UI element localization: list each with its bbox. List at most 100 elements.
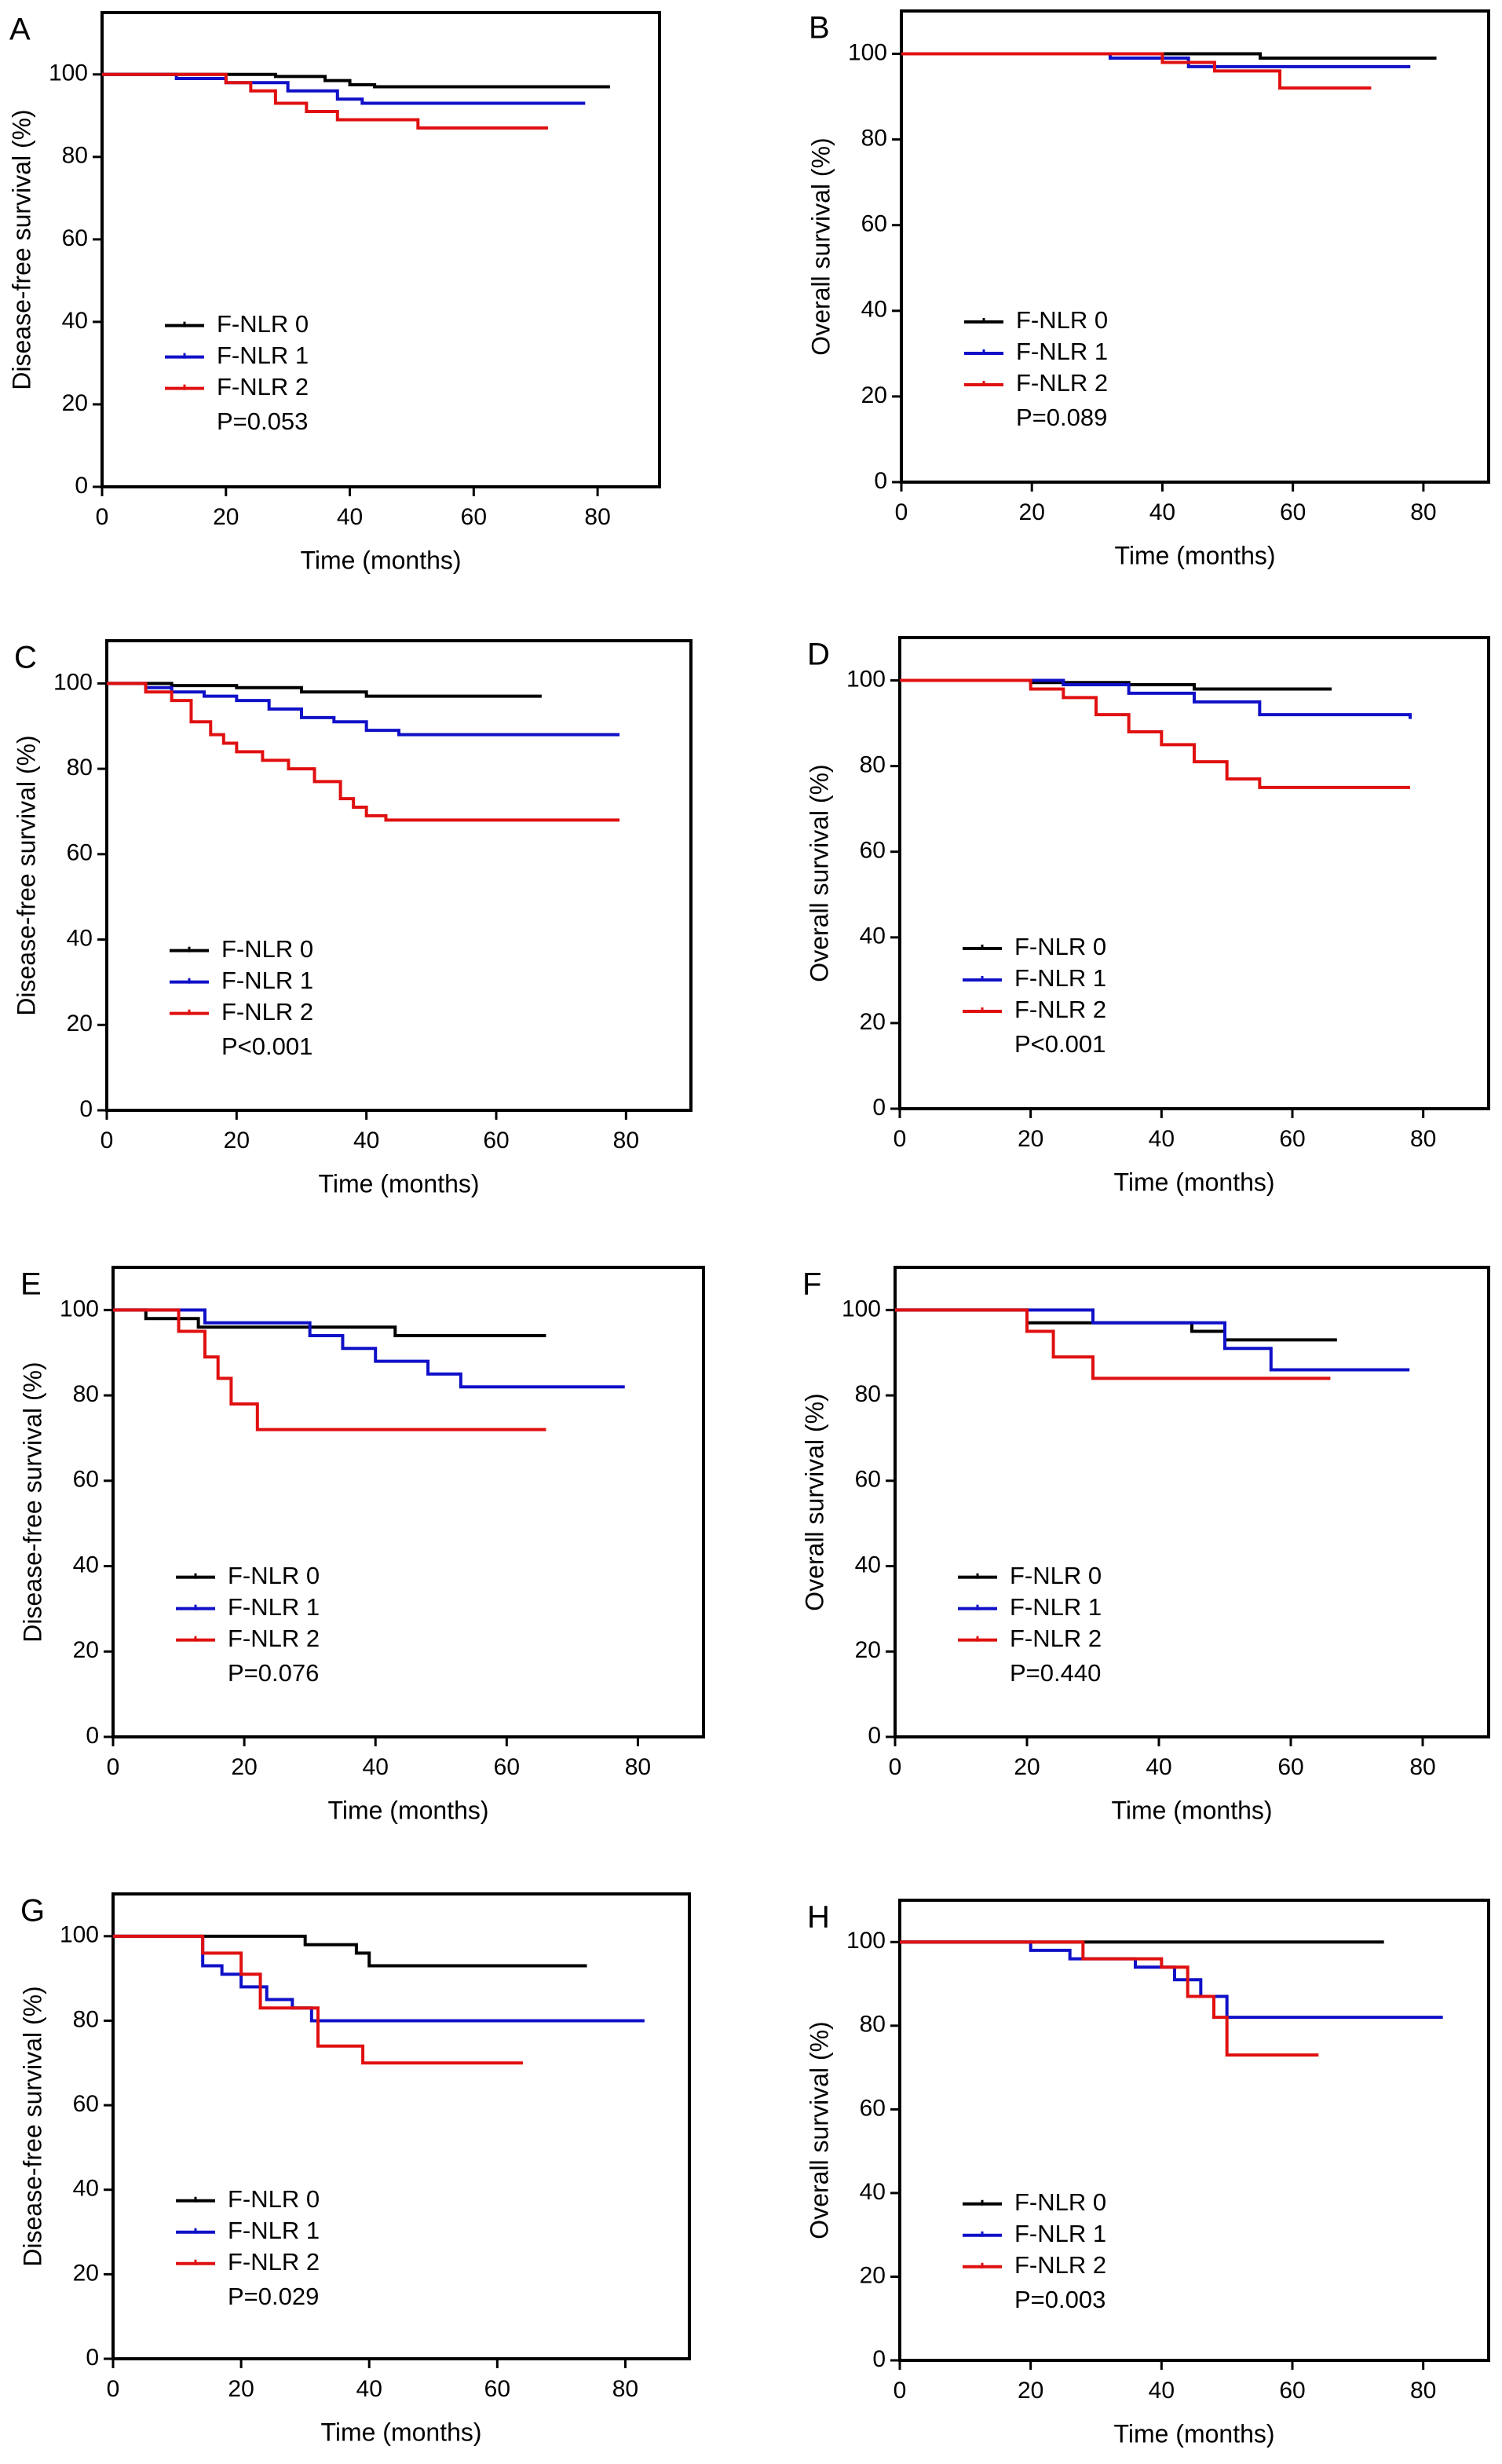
survival-curve <box>901 52 1411 68</box>
y-tick-label: 80 <box>860 752 886 778</box>
y-tick-label: 60 <box>62 225 88 251</box>
y-tick-label: 40 <box>861 297 887 323</box>
x-tick-label: 20 <box>213 504 239 530</box>
survival-curve <box>107 682 542 698</box>
y-tick-label: 60 <box>67 840 93 866</box>
x-tick-label: 60 <box>484 2376 510 2402</box>
survival-curve <box>901 52 1372 90</box>
panel: 0 20 40 60 80 0 20 40 60 80 100 Time (months) Overal… <box>805 636 1490 1196</box>
panel: 0 20 40 60 80 0 20 40 60 80 100 Time (months) Overal… <box>806 9 1490 569</box>
x-tick-label: 0 <box>894 1126 907 1152</box>
x-tick-label: 40 <box>356 2376 382 2402</box>
legend-label: F-NLR 1 <box>1010 1593 1102 1621</box>
y-tick-label: 100 <box>846 666 886 692</box>
y-tick-label: 0 <box>79 1096 93 1122</box>
x-tick-label: 80 <box>584 504 610 530</box>
x-axis-label: Time (months) <box>1111 1796 1272 1824</box>
x-tick-label: 40 <box>337 504 363 530</box>
p-value: P<0.001 <box>1014 1030 1105 1058</box>
legend-label: F-NLR 0 <box>1014 933 1106 960</box>
y-tick-label: 0 <box>75 473 88 499</box>
x-tick-label: 40 <box>1149 499 1175 525</box>
x-tick-label: 20 <box>224 1128 250 1153</box>
legend-label: F-NLR 1 <box>228 2217 320 2244</box>
x-axis-label: Time (months) <box>300 546 461 574</box>
legend-label: F-NLR 2 <box>217 373 309 400</box>
y-tick-label: 100 <box>60 1922 99 1948</box>
x-tick-label: 80 <box>613 1128 639 1153</box>
y-tick-label: 0 <box>86 2345 99 2371</box>
y-tick-label: 20 <box>73 1637 99 1663</box>
legend-label: F-NLR 1 <box>1014 964 1106 992</box>
y-tick-label: 40 <box>855 1552 881 1577</box>
y-tick-label: 40 <box>62 308 88 334</box>
y-axis-label: Overall survival (%) <box>805 2021 833 2239</box>
legend-label: F-NLR 0 <box>221 935 313 963</box>
plot-frame <box>111 1266 705 1738</box>
panel-label: F <box>802 1267 821 1302</box>
x-tick-label: 80 <box>625 1754 651 1780</box>
y-tick-label: 0 <box>872 2346 886 2372</box>
x-tick-label: 80 <box>1410 1126 1436 1152</box>
y-axis-label: Disease-free survival (%) <box>18 1362 46 1642</box>
y-tick-label: 40 <box>67 925 93 951</box>
legend-label: F-NLR 2 <box>1014 2251 1106 2279</box>
x-axis-label: Time (months) <box>1114 541 1275 569</box>
y-tick-label: 60 <box>73 1467 99 1493</box>
plot-frame <box>100 11 661 488</box>
panel-label: A <box>9 13 31 47</box>
x-tick-label: 60 <box>461 504 487 530</box>
x-axis-label: Time (months) <box>1113 2419 1274 2448</box>
panel: 0 20 40 60 80 0 20 40 60 80 100 Time (months) Diseas… <box>7 11 661 574</box>
y-tick-label: 100 <box>846 1928 886 1954</box>
x-axis-label: Time (months) <box>327 1796 488 1824</box>
y-tick-label: 100 <box>53 669 93 695</box>
panel: 0 20 40 60 80 0 20 40 60 80 100 Time (months) Diseas… <box>18 1266 705 1824</box>
legend-label: F-NLR 1 <box>228 1593 320 1621</box>
legend-label: F-NLR 2 <box>228 2248 320 2276</box>
survival-curve <box>900 678 1412 719</box>
x-tick-label: 80 <box>1410 2378 1436 2404</box>
legend-label: F-NLR 1 <box>1014 2220 1106 2247</box>
panel-label: C <box>14 641 37 675</box>
panel-label: G <box>20 1894 45 1928</box>
x-tick-label: 60 <box>1279 2378 1305 2404</box>
x-axis-label: Time (months) <box>1113 1168 1274 1196</box>
x-tick-label: 80 <box>1410 499 1436 525</box>
legend-label: F-NLR 0 <box>228 1562 320 1589</box>
p-value: P=0.089 <box>1016 404 1107 431</box>
y-tick-label: 40 <box>860 2179 886 2205</box>
legend-label: F-NLR 0 <box>1016 306 1108 334</box>
legend-label: F-NLR 1 <box>217 342 309 369</box>
survival-curve <box>900 678 1410 789</box>
legend-label: F-NLR 0 <box>217 310 309 338</box>
p-value: P=0.029 <box>228 2283 319 2310</box>
panel-label: E <box>20 1267 42 1302</box>
y-tick-label: 20 <box>861 382 887 408</box>
legend-label: F-NLR 0 <box>228 2185 320 2213</box>
panel-label: B <box>809 11 830 46</box>
panel-label: D <box>807 638 830 672</box>
survival-curve <box>102 72 548 130</box>
y-tick-label: 60 <box>860 2095 886 2121</box>
x-tick-label: 20 <box>1019 499 1045 525</box>
y-tick-label: 80 <box>62 143 88 169</box>
x-tick-label: 40 <box>1149 1126 1175 1152</box>
x-tick-label: 60 <box>483 1128 509 1153</box>
plot-frame <box>894 1266 1490 1738</box>
x-tick-label: 60 <box>1280 499 1306 525</box>
survival-curve <box>107 682 620 822</box>
survival-curve <box>102 72 586 105</box>
p-value: P=0.440 <box>1010 1659 1101 1687</box>
y-tick-label: 80 <box>73 1381 99 1407</box>
y-axis-label: Disease-free survival (%) <box>18 1986 46 2266</box>
x-tick-label: 20 <box>1018 2378 1043 2404</box>
survival-curve <box>900 1940 1443 2020</box>
y-axis-label: Overall survival (%) <box>800 1393 828 1610</box>
survival-curve <box>900 1940 1319 2057</box>
x-tick-label: 60 <box>494 1754 520 1780</box>
legend-label: F-NLR 2 <box>228 1625 320 1652</box>
x-tick-label: 0 <box>100 1128 114 1153</box>
p-value: P=0.053 <box>217 408 308 435</box>
